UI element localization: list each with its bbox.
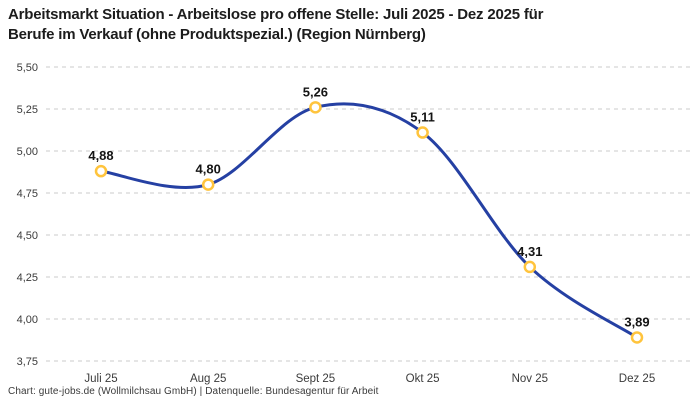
data-point-label: 4,80 [196,162,221,177]
data-point-marker [94,164,108,178]
data-point-label: 4,88 [88,148,113,163]
y-tick-label: 5,50 [17,62,38,74]
data-point-label: 4,31 [517,244,542,259]
x-tick-label: Sept 25 [296,373,336,385]
y-tick-label: 4,50 [17,230,38,242]
data-point-marker [201,178,215,191]
y-tick-label: 5,25 [17,104,38,116]
data-point-marker [523,260,537,274]
x-tick-label: Okt 25 [406,373,440,385]
x-tick-label: Dez 25 [619,373,655,385]
x-tick-label: Nov 25 [512,373,548,385]
data-point-label: 5,26 [303,84,328,99]
x-tick-label: Aug 25 [190,373,226,385]
data-point-marker [630,331,644,344]
data-point-label: 3,89 [624,314,649,329]
data-point-marker [416,126,429,139]
chart-title-line2: Berufe im Verkauf (ohne Produktspezial.)… [8,26,426,43]
x-tick-label: Juli 25 [84,373,117,385]
y-tick-label: 3,75 [17,356,38,368]
chart-title-line1: Arbeitsmarkt Situation - Arbeitslose pro… [8,6,544,23]
series-line [99,102,639,339]
data-point-marker [309,101,322,114]
y-tick-label: 4,75 [17,188,38,200]
y-tick-label: 4,00 [17,314,38,326]
chart-credit: Chart: gute-jobs.de (Wollmilchsau GmbH) … [8,386,379,397]
y-tick-label: 5,00 [17,146,38,158]
chart-title: Arbeitsmarkt Situation - Arbeitslose pro… [8,5,678,45]
data-point-label: 5,11 [410,110,435,125]
y-tick-label: 4,25 [17,272,38,284]
